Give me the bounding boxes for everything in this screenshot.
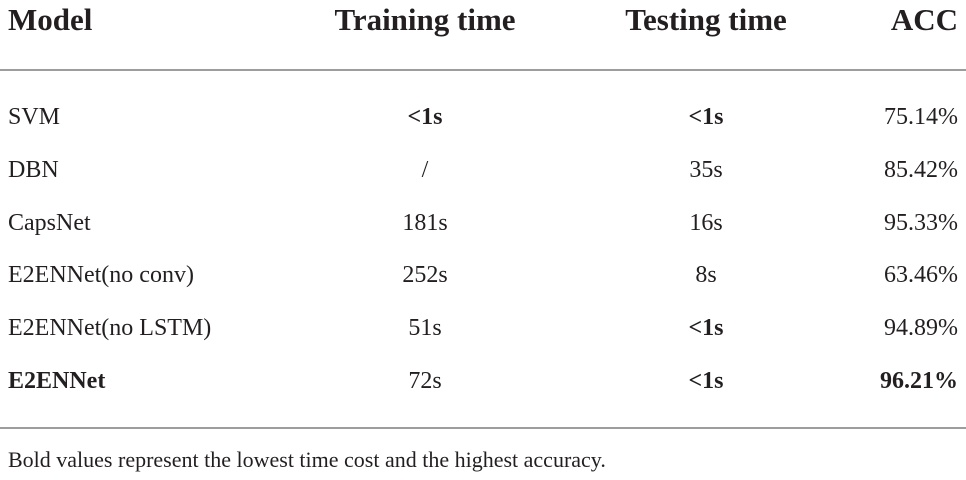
table-cell: 75.14% (884, 104, 958, 130)
table-cell: E2ENNet (8, 368, 106, 394)
table-cell: <1s (688, 104, 724, 130)
table-cell: E2ENNet(no conv) (8, 262, 194, 289)
table-cell: SVM (8, 104, 61, 130)
table-cell: 181s (402, 209, 448, 236)
table-cell: 35s (689, 156, 723, 183)
table-cell: 96.21% (880, 368, 958, 394)
table-cell: DBN (8, 156, 59, 183)
table-cell: CapsNet (8, 209, 91, 236)
table-cell: 72s (408, 368, 442, 394)
header-rule (0, 69, 966, 71)
table-cell: 252s (402, 262, 448, 289)
table-cell: 63.46% (884, 262, 958, 289)
table-cell: / (421, 156, 429, 183)
table-cell: <1s (688, 368, 724, 394)
header-cell: Training time (334, 2, 516, 37)
footnote: Bold values represent the lowest time co… (8, 447, 606, 472)
table-cell: 95.33% (884, 209, 958, 236)
header-cell: ACC (890, 2, 958, 37)
table-cell: <1s (407, 104, 443, 130)
table-cell: 16s (689, 209, 723, 236)
table-cell: 8s (695, 262, 717, 289)
table-cell: E2ENNet(no LSTM) (8, 315, 212, 342)
bottom-rule (0, 427, 966, 429)
table-cell: 85.42% (884, 156, 958, 183)
table-cell: <1s (688, 315, 724, 342)
header-cell: Model (8, 2, 93, 37)
table-cell: 51s (408, 315, 442, 342)
header-cell: Testing time (625, 2, 787, 37)
table-cell: 94.89% (884, 315, 958, 342)
